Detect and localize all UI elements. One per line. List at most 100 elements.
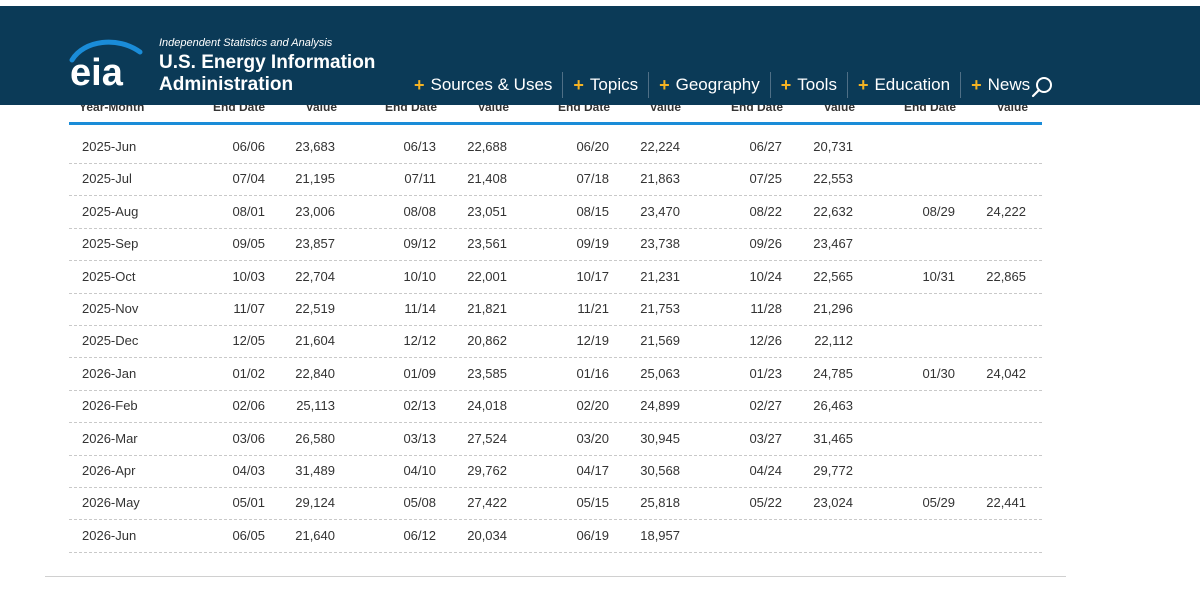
tagline: Independent Statistics and Analysis	[159, 37, 333, 49]
plus-icon: +	[971, 74, 982, 95]
end-date-cell: 08/08	[403, 203, 436, 219]
end-date-cell: 01/02	[232, 365, 265, 381]
nav-item-label: Topics	[589, 75, 639, 94]
year-month-cell: 2025-Jun	[82, 139, 137, 154]
end-date-cell: 10/17	[576, 268, 609, 284]
end-date-cell: 01/09	[403, 365, 436, 381]
year-month-cell: 2026-May	[82, 495, 140, 511]
value-cell: 22,865	[986, 268, 1026, 284]
nav-item-geography[interactable]: + Geography	[649, 72, 770, 98]
nav-divider	[648, 72, 650, 98]
nav-item-label: Education	[874, 75, 951, 94]
plus-icon: +	[573, 74, 584, 95]
end-date-cell: 10/31	[922, 268, 955, 284]
value-cell: 23,051	[467, 203, 507, 219]
table-row: 2026-Jan 01/02 22,840 01/09 23,585 01/16 25,06…	[69, 358, 1042, 391]
end-date-cell: 09/26	[749, 236, 782, 252]
table-row: 2026-May 05/01 29,124 05/08 27,422 05/15 25,81…	[69, 487, 1042, 521]
value-cell: 24,042	[986, 365, 1026, 381]
header-rule	[69, 122, 1042, 125]
value-cell: 29,772	[813, 463, 853, 478]
nav-item-label: Tools	[797, 75, 837, 94]
end-date-cell: 03/13	[403, 430, 436, 446]
logo-arc-icon	[69, 39, 143, 63]
end-date-cell: 11/07	[233, 301, 265, 316]
end-date-cell: 03/06	[232, 430, 265, 446]
year-month-cell: 2025-Dec	[82, 333, 139, 349]
value-cell: 24,018	[467, 398, 507, 414]
nav-item-sources-uses[interactable]: + Sources & Uses	[404, 72, 562, 98]
agency-name-line2: Administration	[159, 74, 294, 95]
nav-divider	[960, 72, 962, 98]
value-cell: 21,640	[295, 527, 335, 543]
value-cell: 22,441	[986, 495, 1026, 511]
value-cell: 29,124	[295, 495, 335, 511]
end-date-cell: 02/13	[403, 398, 436, 414]
search-icon[interactable]	[1030, 75, 1054, 99]
nav-divider	[769, 72, 771, 98]
eia-logo[interactable]: eia	[66, 38, 150, 96]
table-row: 2026-Jun 06/05 21,640 06/12 20,034 06/19 18,95…	[69, 520, 1042, 553]
plus-icon: +	[857, 74, 869, 95]
end-date-cell: 04/03	[232, 463, 265, 478]
year-month-cell: 2026-Jan	[82, 365, 137, 381]
end-date-cell: 12/26	[749, 333, 782, 349]
value-cell: 21,569	[640, 333, 680, 349]
value-cell: 21,821	[467, 301, 507, 316]
end-date-cell: 10/03	[232, 268, 265, 284]
value-cell: 22,519	[295, 301, 335, 316]
nav-item-news[interactable]: + News	[961, 72, 1040, 98]
value-cell: 20,731	[813, 139, 853, 154]
value-cell: 26,580	[295, 430, 335, 446]
nav-item-label: News	[987, 75, 1031, 94]
logo-text: eia	[70, 52, 123, 94]
value-cell: 21,231	[640, 268, 680, 284]
end-date-cell: 08/15	[576, 203, 609, 219]
plus-icon: +	[414, 74, 425, 95]
agency-name[interactable]: U.S. Energy Information Administration	[159, 52, 375, 96]
value-cell: 23,683	[295, 139, 335, 154]
nav-item-topics[interactable]: + Topics	[563, 72, 648, 98]
value-cell: 25,818	[640, 495, 680, 511]
end-date-cell: 11/14	[404, 301, 436, 316]
nav-item-education[interactable]: + Education	[848, 72, 960, 98]
end-date-cell: 06/20	[576, 139, 609, 154]
value-cell: 21,604	[295, 333, 335, 349]
year-month-cell: 2025-Oct	[82, 268, 136, 284]
value-cell: 22,565	[813, 268, 853, 284]
end-date-cell: 10/24	[749, 268, 782, 284]
end-date-cell: 07/04	[232, 171, 265, 187]
table-row: 2025-Oct 10/03 22,704 10/10 22,001 10/17 21,23…	[69, 261, 1042, 294]
value-cell: 23,467	[813, 236, 853, 252]
value-cell: 21,408	[467, 171, 507, 187]
end-date-cell: 06/12	[403, 527, 436, 543]
end-date-cell: 05/29	[922, 495, 955, 511]
year-month-cell: 2026-Apr	[82, 463, 136, 478]
end-date-cell: 08/01	[232, 203, 265, 219]
end-date-cell: 06/06	[232, 139, 265, 154]
value-cell: 31,465	[813, 430, 853, 446]
end-date-cell: 06/13	[403, 139, 436, 154]
year-month-cell: 2025-Nov	[82, 301, 139, 316]
value-cell: 27,524	[467, 430, 507, 446]
end-date-cell: 02/06	[232, 398, 265, 414]
value-cell: 22,224	[640, 139, 680, 154]
end-date-cell: 12/12	[403, 333, 436, 349]
plus-icon: +	[659, 74, 670, 95]
value-cell: 21,753	[640, 301, 680, 316]
value-cell: 22,553	[813, 171, 853, 187]
end-date-cell: 08/29	[922, 203, 955, 219]
top-strip	[0, 0, 1200, 6]
end-date-cell: 06/27	[749, 139, 782, 154]
end-date-cell: 12/05	[232, 333, 265, 349]
value-cell: 22,688	[467, 139, 507, 154]
end-date-cell: 11/28	[750, 301, 782, 316]
table-row: 2025-Dec 12/05 21,604 12/12 20,862 12/19 21,56…	[69, 325, 1042, 359]
end-date-cell: 03/27	[749, 430, 782, 446]
nav-item-tools[interactable]: + Tools	[771, 72, 847, 98]
value-cell: 22,001	[467, 268, 507, 284]
plus-icon: +	[780, 74, 792, 95]
end-date-cell: 11/21	[577, 301, 609, 316]
site-header: eia Independent Statistics and Analysis …	[0, 6, 1200, 105]
